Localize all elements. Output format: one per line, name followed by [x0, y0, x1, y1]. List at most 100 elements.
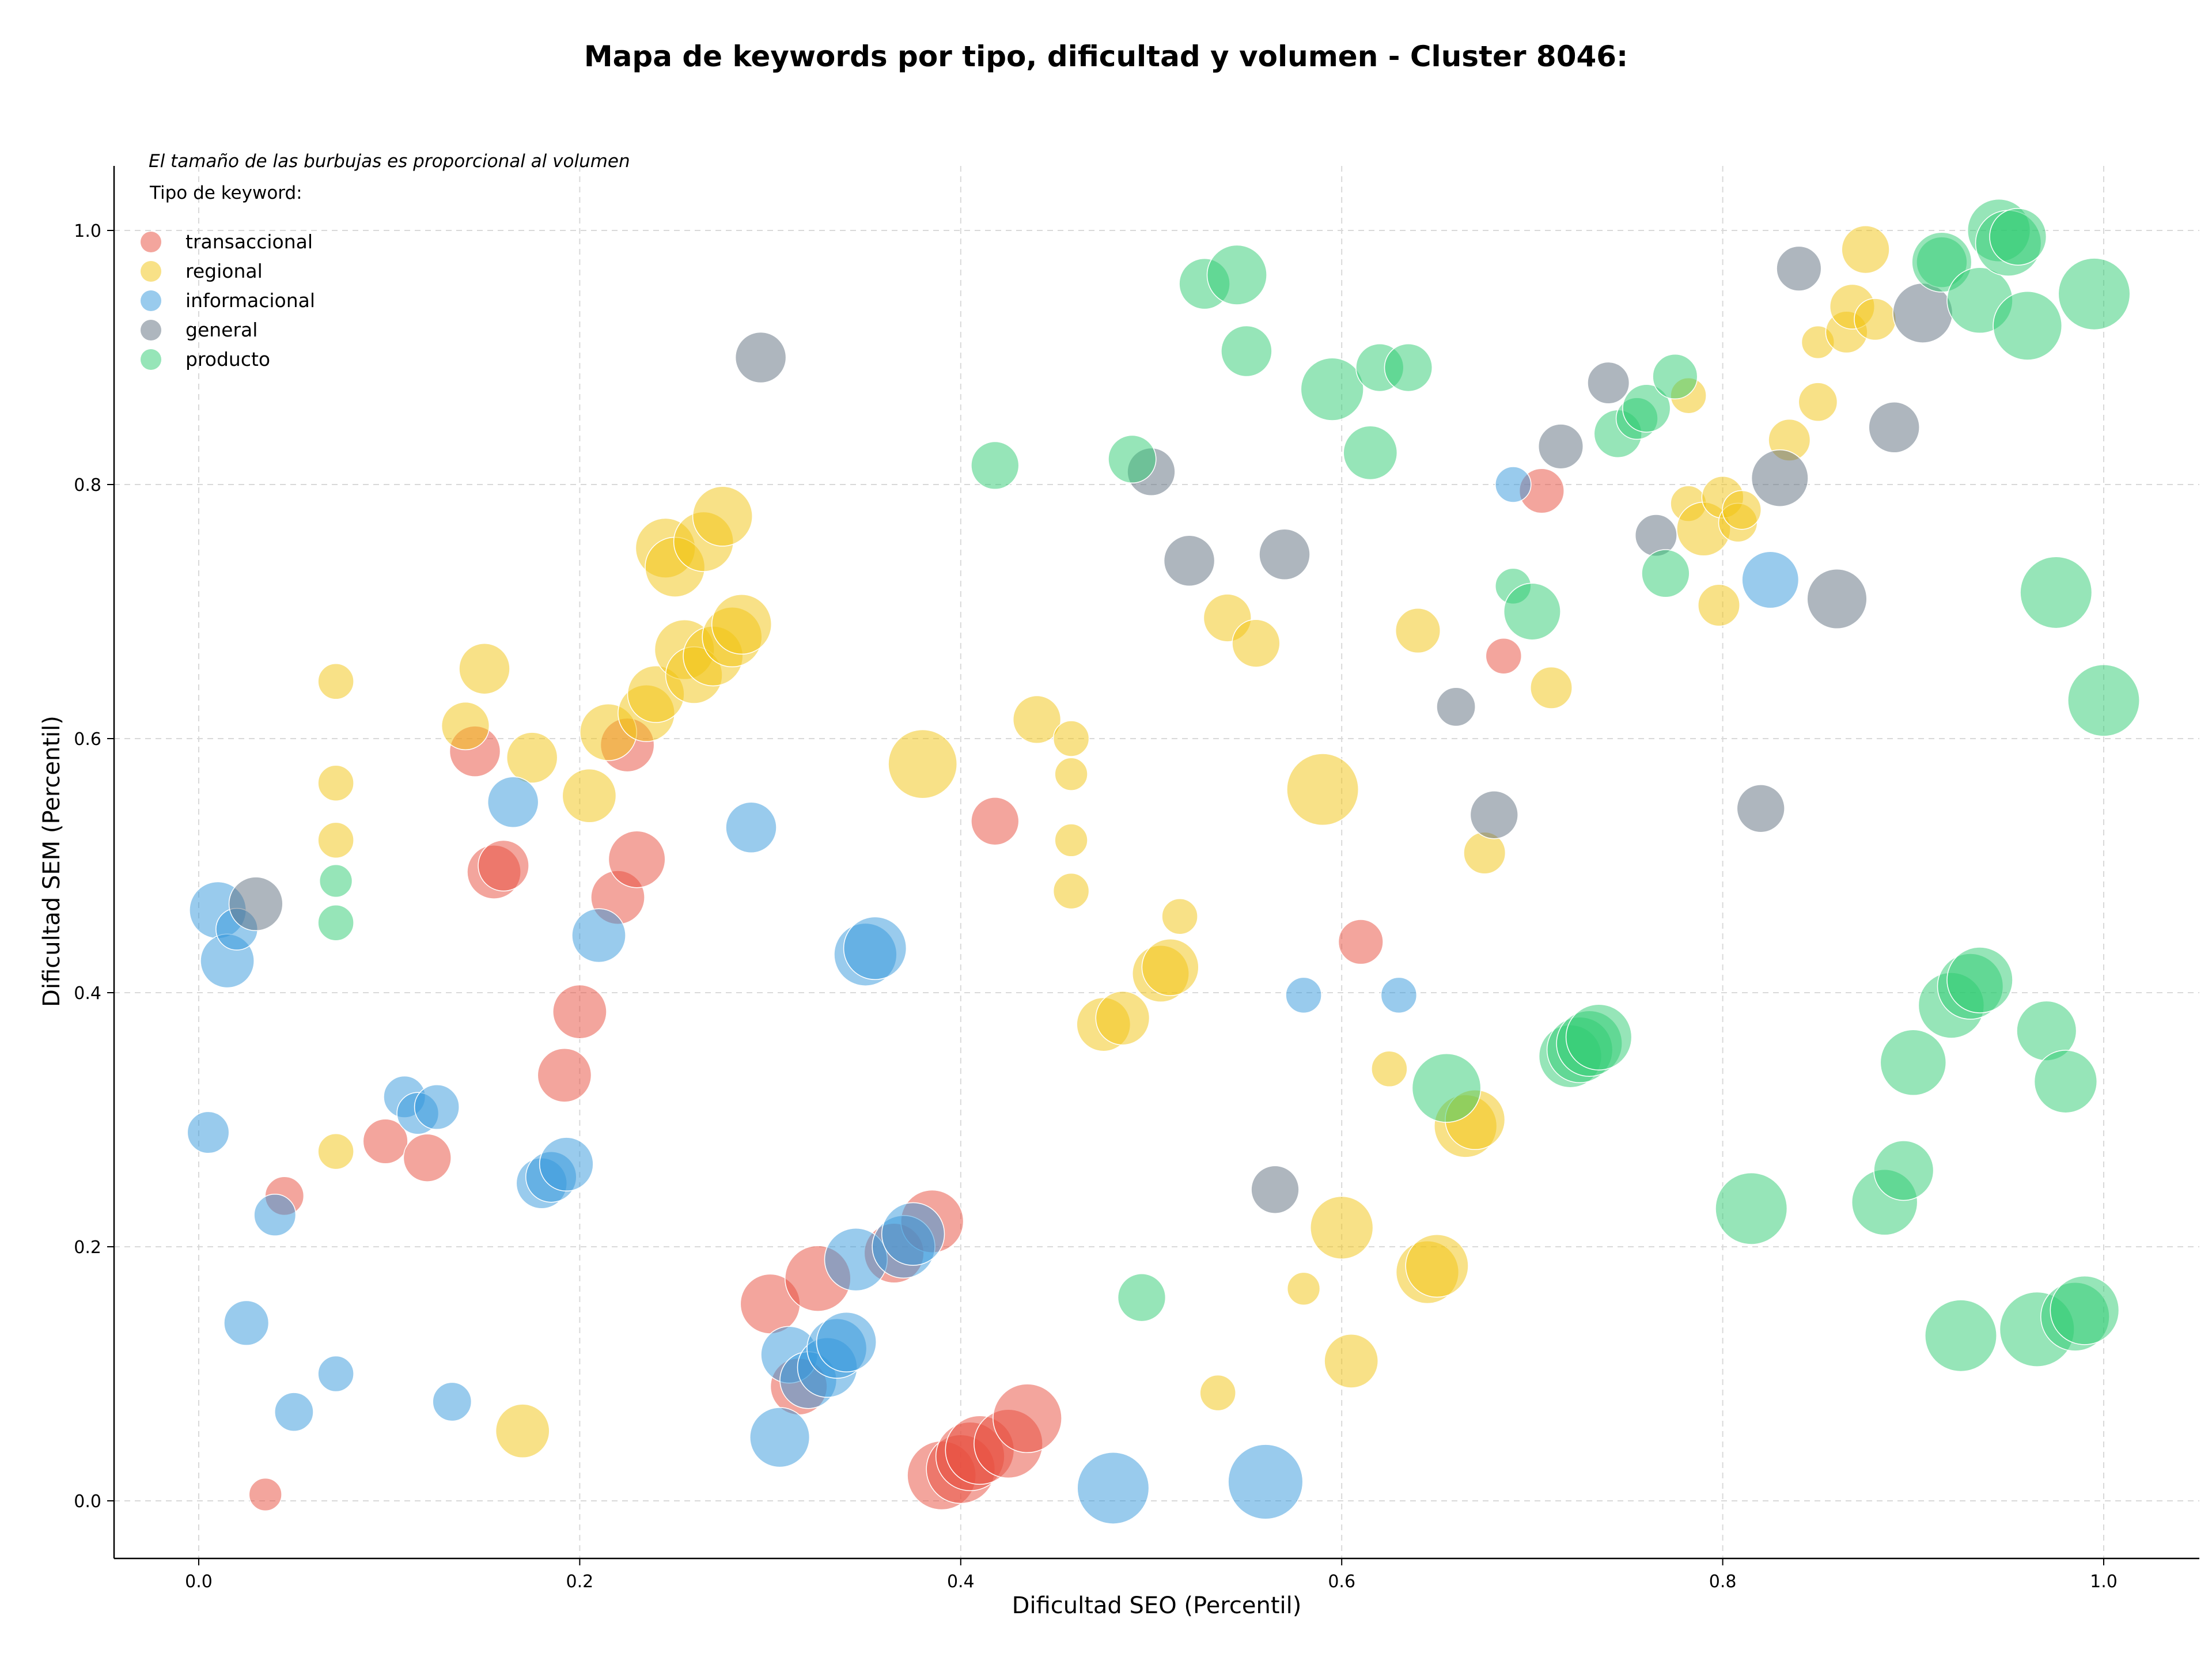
tick-layer: 0.0 0.0 0.2 0.2 0.4 0.4 0.6 0.6 0.8 0.8 1.0 1.0	[74, 221, 2118, 1592]
bubble-regional	[317, 663, 354, 700]
bubble-regional	[692, 486, 753, 547]
bubble-regional	[1286, 1272, 1321, 1306]
bubble-producto	[1993, 291, 2063, 361]
bubble-regional	[1161, 898, 1198, 935]
bubble-regional	[1854, 298, 1897, 341]
bubble-transaccional	[552, 984, 607, 1039]
bubble-producto	[1925, 1299, 1997, 1372]
bubble-informacional	[539, 1137, 594, 1192]
bubble-regional	[1530, 666, 1573, 709]
bubble-size-note: El tamaño de las burbujas es proporciona…	[149, 151, 630, 172]
legend-items: transaccional regional informacional genera…	[141, 230, 315, 370]
axes-layer	[113, 166, 2199, 1560]
bubble-regional	[1199, 1374, 1236, 1412]
bubble-transaccional	[1338, 919, 1384, 965]
bubble-informacional	[881, 1202, 945, 1266]
bubble-informacional	[1228, 1444, 1304, 1520]
bubble-general	[1587, 361, 1630, 404]
bubble-transaccional	[362, 1118, 408, 1164]
chart-title: Mapa de keywords por tipo, dificultad y …	[584, 40, 1628, 73]
bubble-producto	[2067, 664, 2140, 737]
bubble-regional	[1324, 1334, 1379, 1388]
bubble-producto	[1411, 1053, 1482, 1123]
legend-marker-general	[141, 320, 161, 340]
bubble-regional	[1095, 990, 1150, 1046]
bubble-transaccional	[971, 797, 1020, 846]
bubble-general	[1537, 423, 1584, 470]
bubble-informacional	[317, 1355, 354, 1393]
bubble-producto	[1300, 357, 1364, 421]
bubble-general	[1259, 528, 1310, 581]
bubble-general	[1736, 784, 1785, 833]
legend-marker-informacional	[141, 290, 161, 311]
bubble-regional	[459, 642, 510, 695]
bubble-regional	[1012, 695, 1062, 744]
bubble-producto	[1622, 384, 1671, 433]
y-axis-label: Dificultad SEM (Percentil)	[39, 716, 65, 1007]
legend: El tamaño de las burbujas es proporciona…	[141, 151, 630, 370]
bubble-regional	[1286, 753, 1359, 826]
bubble-producto	[1221, 325, 1272, 377]
bubble-regional	[1054, 757, 1088, 791]
bubble-regional	[495, 1403, 550, 1459]
legend-label-regional: regional	[185, 260, 263, 282]
x-tick-label: 0.6	[1328, 1572, 1355, 1592]
bubble-transaccional	[608, 830, 666, 888]
bubble-regional	[1141, 938, 1199, 996]
bubble-regional	[1405, 1234, 1469, 1298]
bubble-general	[1163, 535, 1215, 587]
bubble-regional	[506, 732, 558, 784]
bubble-regional	[441, 701, 490, 751]
bubble-producto	[1946, 947, 2013, 1013]
bubble-regional	[1054, 823, 1088, 857]
bubble-informacional	[571, 908, 626, 963]
y-tick-label: 0.2	[74, 1238, 101, 1258]
bubble-producto	[1117, 1273, 1166, 1322]
legend-label-transaccional: transaccional	[185, 230, 313, 253]
bubble-transaccional	[248, 1477, 282, 1512]
x-tick-label: 0.8	[1709, 1572, 1737, 1592]
bubble-informacional	[274, 1392, 314, 1432]
bubble-informacional	[224, 1300, 270, 1346]
bubble-producto	[1108, 434, 1157, 484]
legend-marker-regional	[141, 261, 161, 282]
bubble-regional	[1052, 720, 1090, 757]
bubble-informacional	[414, 1084, 460, 1130]
bubble-regional	[562, 768, 617, 823]
legend-marker-producto	[141, 349, 161, 370]
bubble-regional	[1722, 490, 1762, 530]
bubble-informacional	[432, 1382, 472, 1422]
bubble-regional	[1841, 225, 1890, 274]
y-tick-label: 0.0	[74, 1492, 101, 1512]
bubble-regional	[711, 594, 772, 655]
y-tick-label: 1.0	[74, 221, 101, 241]
bubble-producto	[1873, 1140, 1934, 1201]
bubble-informacional	[1741, 551, 1800, 609]
bubble-producto	[1384, 343, 1433, 392]
bubble-regional	[1798, 382, 1838, 422]
bubble-informacional	[725, 801, 777, 854]
bubble-producto	[971, 441, 1020, 490]
bubble-regional	[888, 729, 958, 799]
bubble-regional	[1371, 1050, 1408, 1088]
bubble-general	[1436, 687, 1476, 727]
bubble-layer	[187, 198, 2140, 1524]
bubble-transaccional	[1485, 637, 1522, 675]
bubble-general	[734, 331, 787, 384]
bubble-producto	[1206, 244, 1267, 305]
bubble-general	[1251, 1165, 1300, 1214]
legend-label-informacional: informacional	[185, 289, 315, 312]
bubble-regional	[1232, 619, 1281, 668]
bubble-general	[1776, 245, 1822, 292]
legend-title: Tipo de keyword:	[149, 183, 302, 203]
bubble-producto	[2020, 556, 2093, 629]
bubble-producto	[2058, 258, 2131, 331]
bubble-informacional	[187, 1111, 230, 1154]
x-tick-label: 1.0	[2090, 1572, 2118, 1592]
bubble-informacional	[816, 1311, 877, 1372]
bubble-producto	[1989, 208, 2047, 266]
y-tick-label: 0.4	[74, 983, 101, 1004]
bubble-producto	[1715, 1172, 1788, 1245]
